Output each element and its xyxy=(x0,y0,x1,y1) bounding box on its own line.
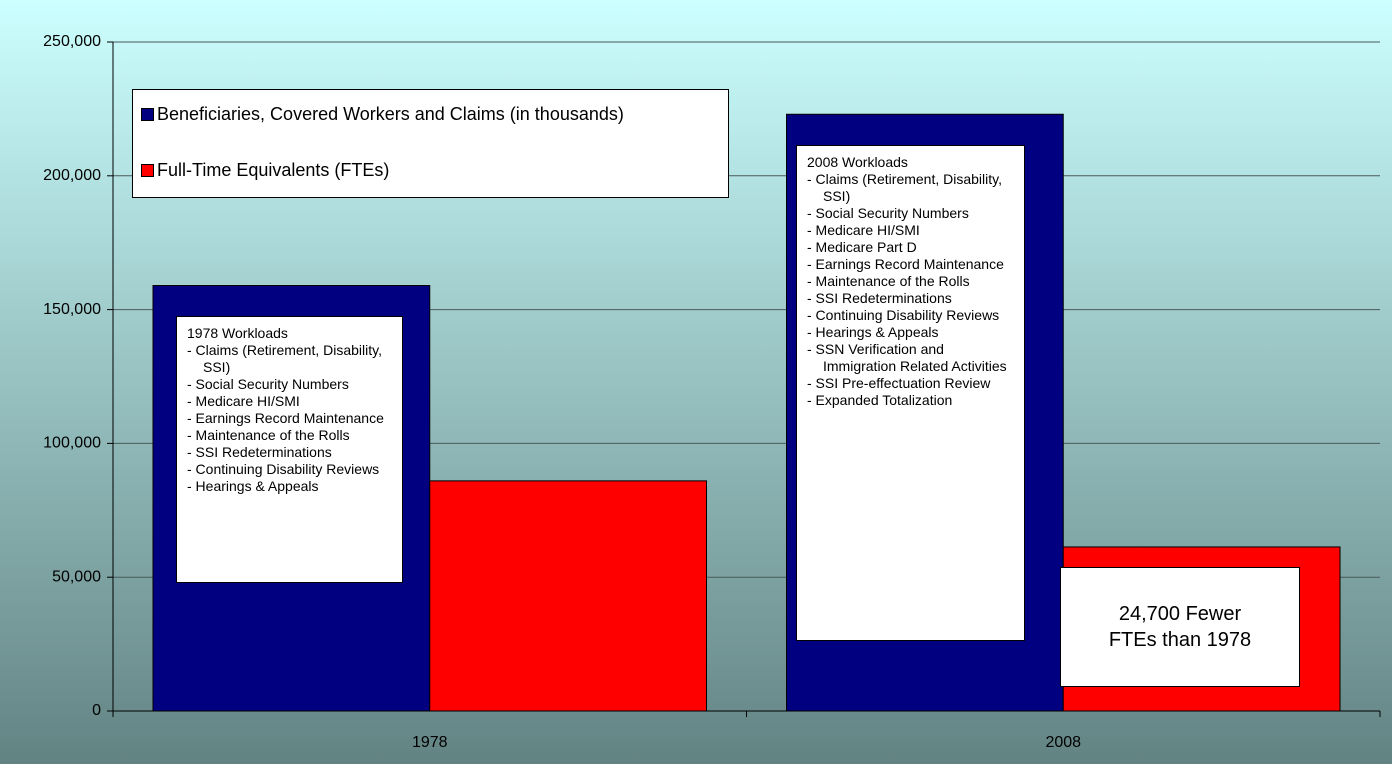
annotation-text: 24,700 Fewer FTEs than 1978 xyxy=(1108,603,1252,651)
y-tick-label: 0 xyxy=(92,702,101,719)
annotation-title: 1978 Workloads xyxy=(187,325,288,341)
annotation-item: - Expanded Totalization xyxy=(807,392,953,408)
bar xyxy=(429,480,707,712)
legend: Beneficiaries, Covered Workers and Claim… xyxy=(132,89,729,198)
annotation-item: - SSN Verification and Immigration Relat… xyxy=(807,341,1007,374)
y-tick-label: 250,000 xyxy=(43,33,101,50)
annotation-item: - Medicare HI/SMI xyxy=(807,222,920,238)
legend-entry: Full-Time Equivalents (FTEs) xyxy=(141,160,389,181)
annotation-box: 24,700 Fewer FTEs than 1978 xyxy=(1060,567,1300,687)
annotation-item: - Hearings & Appeals xyxy=(807,324,939,340)
annotation-item: - SSI Redeterminations xyxy=(807,290,952,306)
annotation-item: - Claims (Retirement, Disability, SSI) xyxy=(807,171,1002,204)
y-tick-label: 50,000 xyxy=(52,568,101,585)
legend-label: Beneficiaries, Covered Workers and Claim… xyxy=(157,104,624,124)
x-tick-label: 2008 xyxy=(1045,734,1081,751)
annotation-item: - Social Security Numbers xyxy=(807,205,969,221)
annotation-item: - Hearings & Appeals xyxy=(187,478,319,494)
annotation-item: - Claims (Retirement, Disability, SSI) xyxy=(187,342,382,375)
annotation-item: - Earnings Record Maintenance xyxy=(187,410,384,426)
annotation-item: - Continuing Disability Reviews xyxy=(187,461,380,477)
legend-swatch xyxy=(141,164,154,177)
legend-swatch xyxy=(141,108,154,121)
y-tick-label: 150,000 xyxy=(43,301,101,318)
annotation-item: - Continuing Disability Reviews xyxy=(807,307,1000,323)
annotation-item: - SSI Redeterminations xyxy=(187,444,332,460)
annotation-box: 1978 Workloads - Claims (Retirement, Disa… xyxy=(176,316,403,583)
annotation-title: 2008 Workloads xyxy=(807,154,908,170)
annotation-item: - Social Security Numbers xyxy=(187,376,349,392)
annotation-item: - Earnings Record Maintenance xyxy=(807,256,1004,272)
annotation-item: - Medicare Part D xyxy=(807,239,917,255)
annotation-item: - Medicare HI/SMI xyxy=(187,393,300,409)
legend-label: Full-Time Equivalents (FTEs) xyxy=(157,160,390,180)
annotation-item: - Maintenance of the Rolls xyxy=(807,273,970,289)
annotation-box: 2008 Workloads - Claims (Retirement, Disa… xyxy=(796,145,1025,641)
annotation-item: - SSI Pre-effectuation Review xyxy=(807,375,991,391)
legend-entry: Beneficiaries, Covered Workers and Claim… xyxy=(141,104,624,125)
y-tick-label: 200,000 xyxy=(43,167,101,184)
annotation-item: - Maintenance of the Rolls xyxy=(187,427,350,443)
y-tick-label: 100,000 xyxy=(43,435,101,452)
x-tick-label: 1978 xyxy=(412,734,448,751)
